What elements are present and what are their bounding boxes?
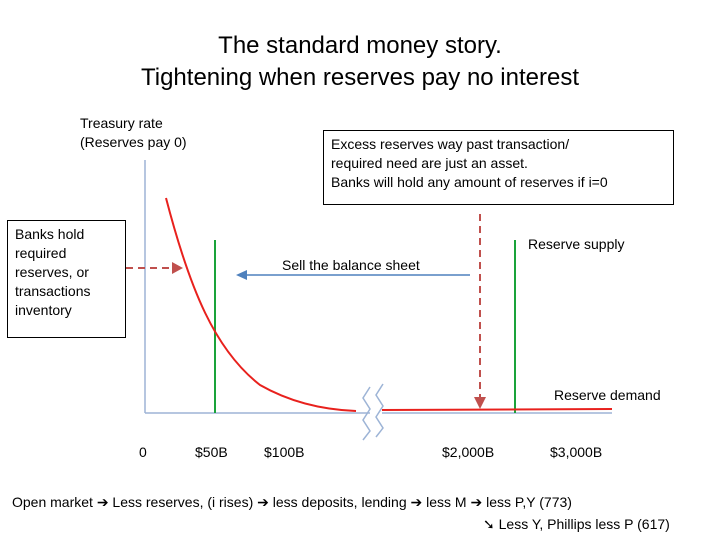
- title-line-1: The standard money story.: [218, 32, 502, 59]
- left-box-line: transactions: [15, 283, 91, 299]
- right-box-line: required need are just an asset.: [331, 155, 528, 171]
- reserve-demand-curve: [165, 197, 357, 412]
- x-tick-100b: $100B: [264, 444, 305, 460]
- left-box-line: Banks hold: [15, 226, 85, 242]
- reserve-supply-label: Reserve supply: [528, 236, 625, 252]
- x-tick-50b: $50B: [195, 444, 228, 460]
- right-box-line: Excess reserves way past transaction/: [331, 136, 570, 152]
- right-annotation-box: Excess reserves way past transaction/ re…: [323, 130, 674, 205]
- title-line-2: Tightening when reserves pay no interest: [140, 64, 580, 91]
- y-axis-label-line-1: Treasury rate: [80, 115, 163, 131]
- x-tick-3000b: $3,000B: [550, 444, 603, 460]
- right-dashed-arrowhead: [474, 397, 486, 409]
- left-box-line: inventory: [15, 302, 72, 318]
- left-box-line: reserves, or: [15, 264, 89, 280]
- y-axis-label-line-2: (Reserves pay 0): [80, 134, 187, 150]
- footer-line-2: ➘ Less Y, Phillips less P (617): [483, 516, 670, 532]
- axis-break-right: [375, 383, 384, 438]
- left-box-line: required: [15, 245, 67, 261]
- reserve-demand-label: Reserve demand: [554, 387, 661, 403]
- sell-balance-sheet-label: Sell the balance sheet: [282, 257, 420, 273]
- left-annotation-box: Banks hold required reserves, or transac…: [7, 220, 126, 338]
- x-tick-0: 0: [139, 444, 147, 460]
- right-box-line: Banks will hold any amount of reserves i…: [331, 174, 608, 190]
- x-tick-2000b: $2,000B: [442, 444, 495, 460]
- reserve-demand-flat: [381, 408, 613, 411]
- axis-break-left: [362, 386, 371, 441]
- sell-arrowhead: [236, 270, 247, 280]
- footer-line-1: Open market ➔ Less reserves, (i rises) ➔…: [12, 494, 572, 510]
- left-dashed-arrowhead: [172, 262, 183, 274]
